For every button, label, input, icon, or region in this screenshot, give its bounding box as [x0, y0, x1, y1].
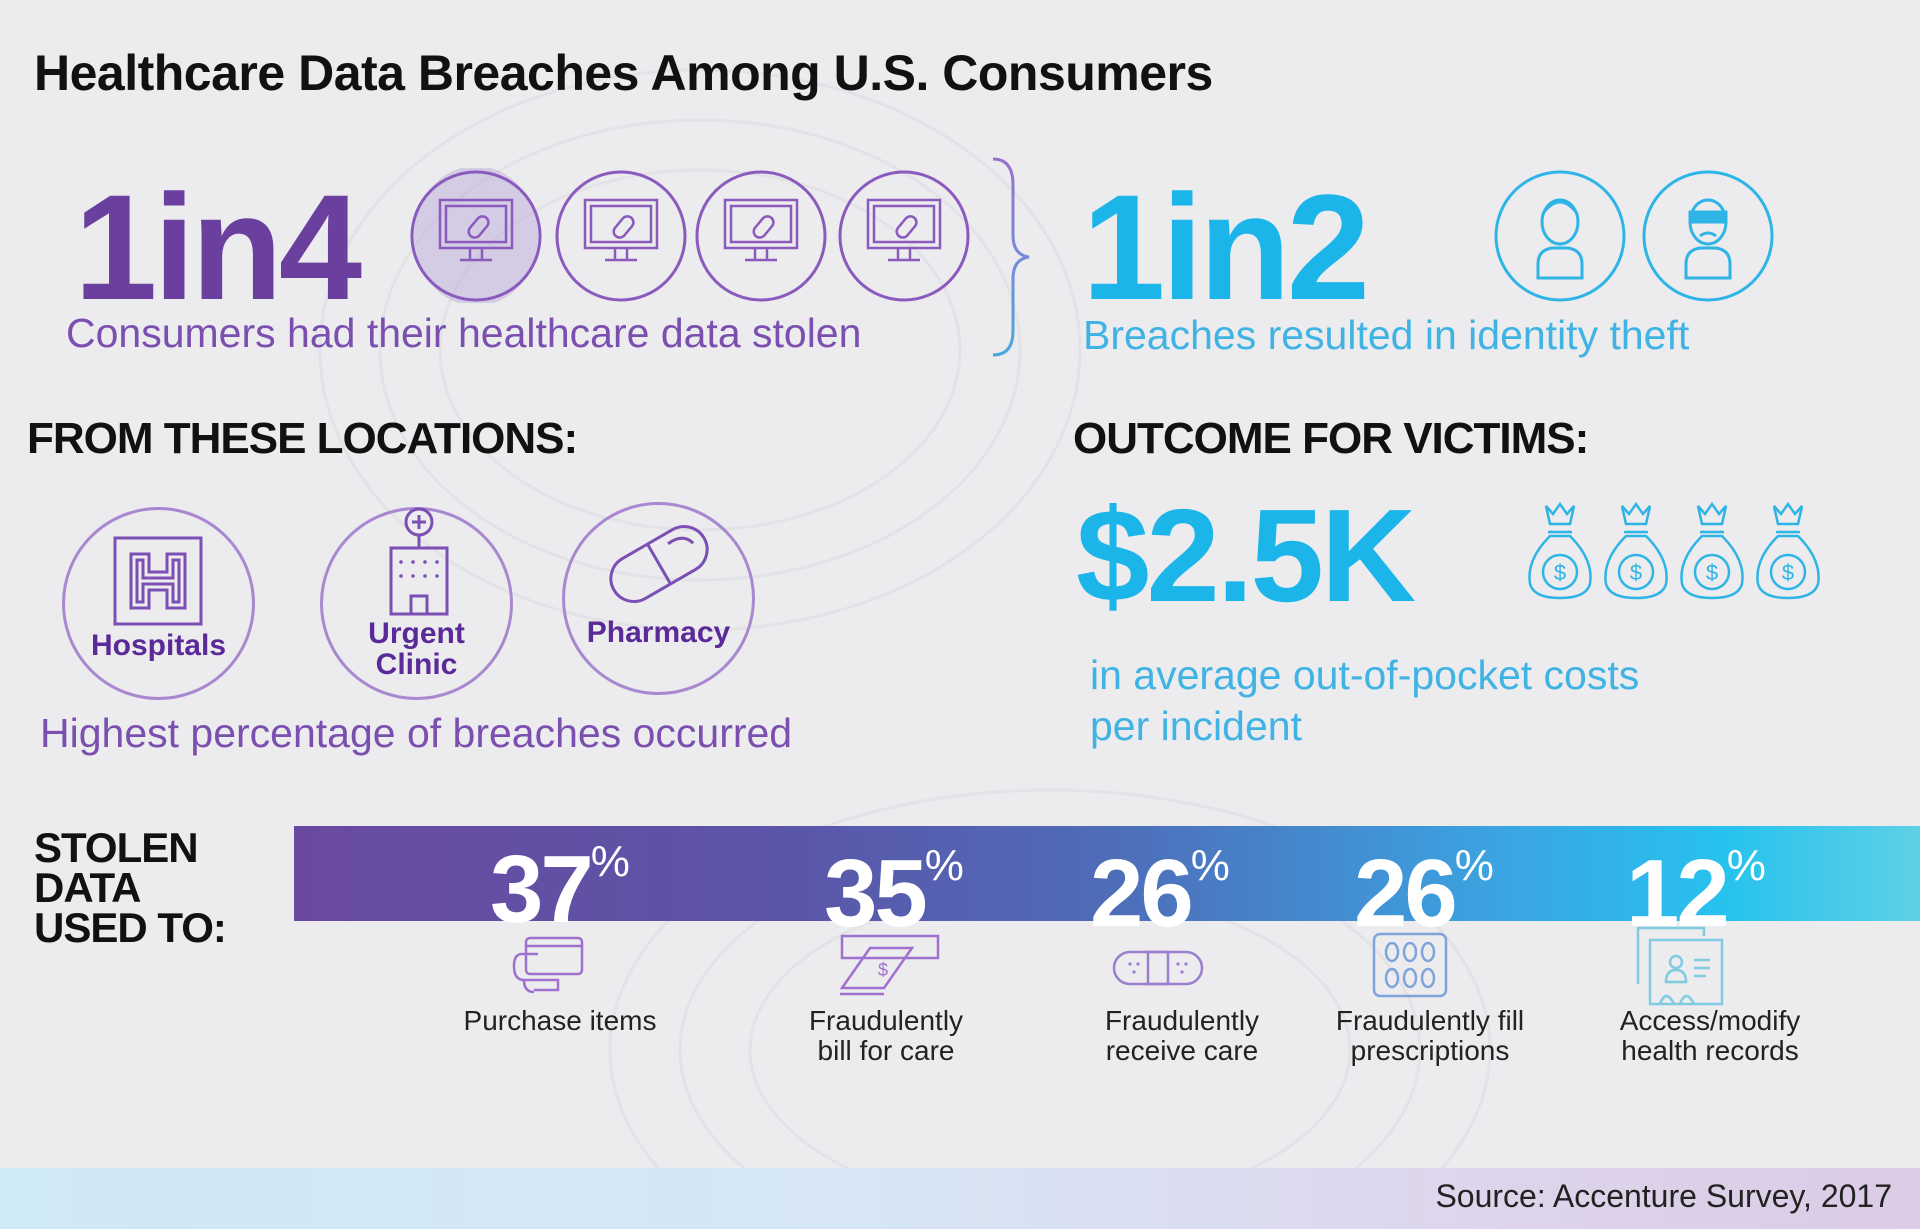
percent-value: 26	[1354, 840, 1458, 947]
hospital-icon	[113, 536, 203, 626]
percent-unit: %	[1454, 841, 1494, 890]
clinic-building-icon	[389, 507, 449, 616]
label-line2: prescriptions	[1350, 1035, 1510, 1066]
label-line1: Fraudulently	[1104, 1005, 1260, 1036]
stat-label: Fraudulently receive care	[1052, 1006, 1312, 1066]
location-label-line1: Urgent	[368, 617, 465, 650]
locations-heading: FROM THESE LOCATIONS:	[27, 414, 578, 463]
stat-label: Access/modify health records	[1580, 1006, 1840, 1066]
location-urgent-clinic: Urgent Clinic	[320, 507, 513, 700]
credit-card-icon	[512, 936, 584, 994]
percent-unit: %	[1190, 841, 1230, 890]
stolen-heading-line3: USED TO:	[34, 904, 227, 951]
outcome-caption-line2: per incident	[1090, 703, 1302, 749]
stolen-data-heading: STOLEN DATA USED TO:	[34, 824, 227, 951]
computer-icon-row	[410, 166, 970, 306]
label-line1: Access/modify	[1619, 1005, 1801, 1036]
stat-1-in-4: 1in4	[74, 163, 362, 331]
stat-label: Fraudulently fill prescriptions	[1300, 1006, 1560, 1066]
svg-text:$: $	[1706, 560, 1718, 585]
percent-value: 26	[1090, 840, 1194, 947]
location-label-line2: Clinic	[375, 648, 458, 681]
computer-pill-icon	[410, 166, 970, 306]
outcome-amount: $2.5K	[1076, 482, 1416, 629]
outcome-caption-line1: in average out-of-pocket costs	[1090, 652, 1640, 698]
label-line2: bill for care	[817, 1035, 955, 1066]
label-line2: health records	[1621, 1035, 1799, 1066]
svg-text:$: $	[878, 960, 888, 980]
label-line1: Fraudulently	[808, 1005, 964, 1036]
stat-right-caption: Breaches resulted in identity theft	[1083, 312, 1690, 358]
label-line1: Purchase items	[463, 1005, 657, 1036]
stat-percent: 12%	[1626, 844, 1766, 942]
label-line1: Fraudulently fill	[1335, 1005, 1525, 1036]
svg-text:$: $	[1554, 560, 1566, 585]
page-title: Healthcare Data Breaches Among U.S. Cons…	[34, 45, 1213, 101]
stat-percent: 26%	[1354, 844, 1494, 942]
percent-unit: %	[924, 841, 964, 890]
stat-percent: 35%	[824, 844, 964, 942]
bandage-icon	[1112, 950, 1204, 986]
locations-caption: Highest percentage of breaches occurred	[40, 710, 793, 756]
pill-capsule-icon	[609, 525, 709, 604]
stat-left-caption: Consumers had their healthcare data stol…	[66, 310, 862, 356]
percent-unit: %	[1726, 841, 1766, 890]
percent-unit: %	[590, 837, 630, 886]
stolen-heading-line1: STOLEN	[34, 824, 199, 871]
location-label: Pharmacy	[586, 616, 731, 649]
money-bag-icons: $ $ $ $	[1528, 501, 1820, 600]
stat-label: Fraudulently bill for care	[756, 1006, 1016, 1066]
stat-1-in-2: 1in2	[1082, 163, 1370, 331]
source-citation: Source: Accenture Survey, 2017	[1435, 1178, 1892, 1214]
percent-value: 12	[1626, 840, 1730, 947]
percent-value: 35	[824, 840, 928, 947]
location-pharmacy: Pharmacy	[562, 502, 755, 695]
outcome-heading: OUTCOME FOR VICTIMS:	[1073, 414, 1589, 463]
stat-label: Purchase items	[430, 1006, 690, 1036]
health-record-icon	[1636, 926, 1724, 1006]
location-label: Hospitals	[90, 629, 227, 662]
footer-band	[0, 1168, 1920, 1229]
stolen-heading-line2: DATA	[34, 864, 141, 911]
bill-payment-icon: $	[839, 934, 940, 996]
location-hospitals: Hospitals	[62, 507, 255, 700]
curly-brace-icon	[992, 157, 1030, 357]
svg-text:$: $	[1782, 560, 1794, 585]
label-line2: receive care	[1105, 1035, 1259, 1066]
stat-percent: 37%	[490, 840, 630, 938]
identity-icons	[1494, 170, 1774, 302]
stat-percent: 26%	[1090, 844, 1230, 942]
stolen-data-bar	[294, 826, 1920, 921]
pill-blister-icon	[1372, 932, 1448, 998]
svg-text:$: $	[1630, 560, 1642, 585]
percent-value: 37	[490, 836, 594, 943]
